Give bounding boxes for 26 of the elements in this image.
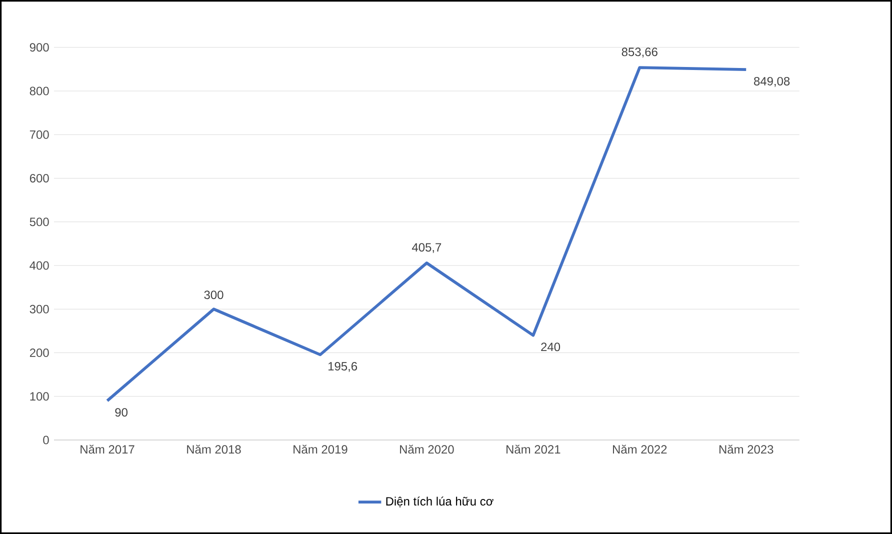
- y-tick-label: 300: [30, 304, 49, 314]
- y-tick-label: 800: [30, 86, 49, 96]
- data-label: 90: [115, 408, 128, 417]
- x-tick-label: Năm 2023: [719, 444, 774, 454]
- data-label: 405,7: [412, 243, 442, 253]
- y-tick-label: 500: [30, 218, 49, 226]
- data-label: 853,66: [622, 48, 658, 58]
- y-tick-label: 0: [43, 436, 49, 444]
- y-tick-label: 900: [30, 43, 49, 52]
- x-tick-label: Năm 2019: [294, 444, 348, 454]
- data-label: 849,08: [754, 76, 790, 87]
- y-tick-label: 400: [30, 261, 49, 270]
- x-tick-label: Năm 2020: [400, 444, 454, 454]
- x-tick-label: Năm 2021: [506, 444, 560, 454]
- x-tick-label: Năm 2017: [80, 444, 134, 454]
- data-label: 240: [541, 342, 560, 352]
- y-tick-label: 200: [30, 348, 49, 358]
- legend-label: Diện tích lúa hữu cơ: [386, 496, 494, 508]
- data-label: 300: [204, 290, 224, 300]
- y-tick-label: 700: [30, 130, 49, 139]
- line-series: [106, 66, 748, 402]
- y-tick-label: 100: [30, 392, 49, 401]
- x-tick-label: Năm 2018: [187, 444, 241, 454]
- x-tick-label: Năm 2022: [612, 444, 667, 454]
- y-tick-label: 600: [30, 174, 49, 183]
- data-label: 195,6: [328, 362, 358, 372]
